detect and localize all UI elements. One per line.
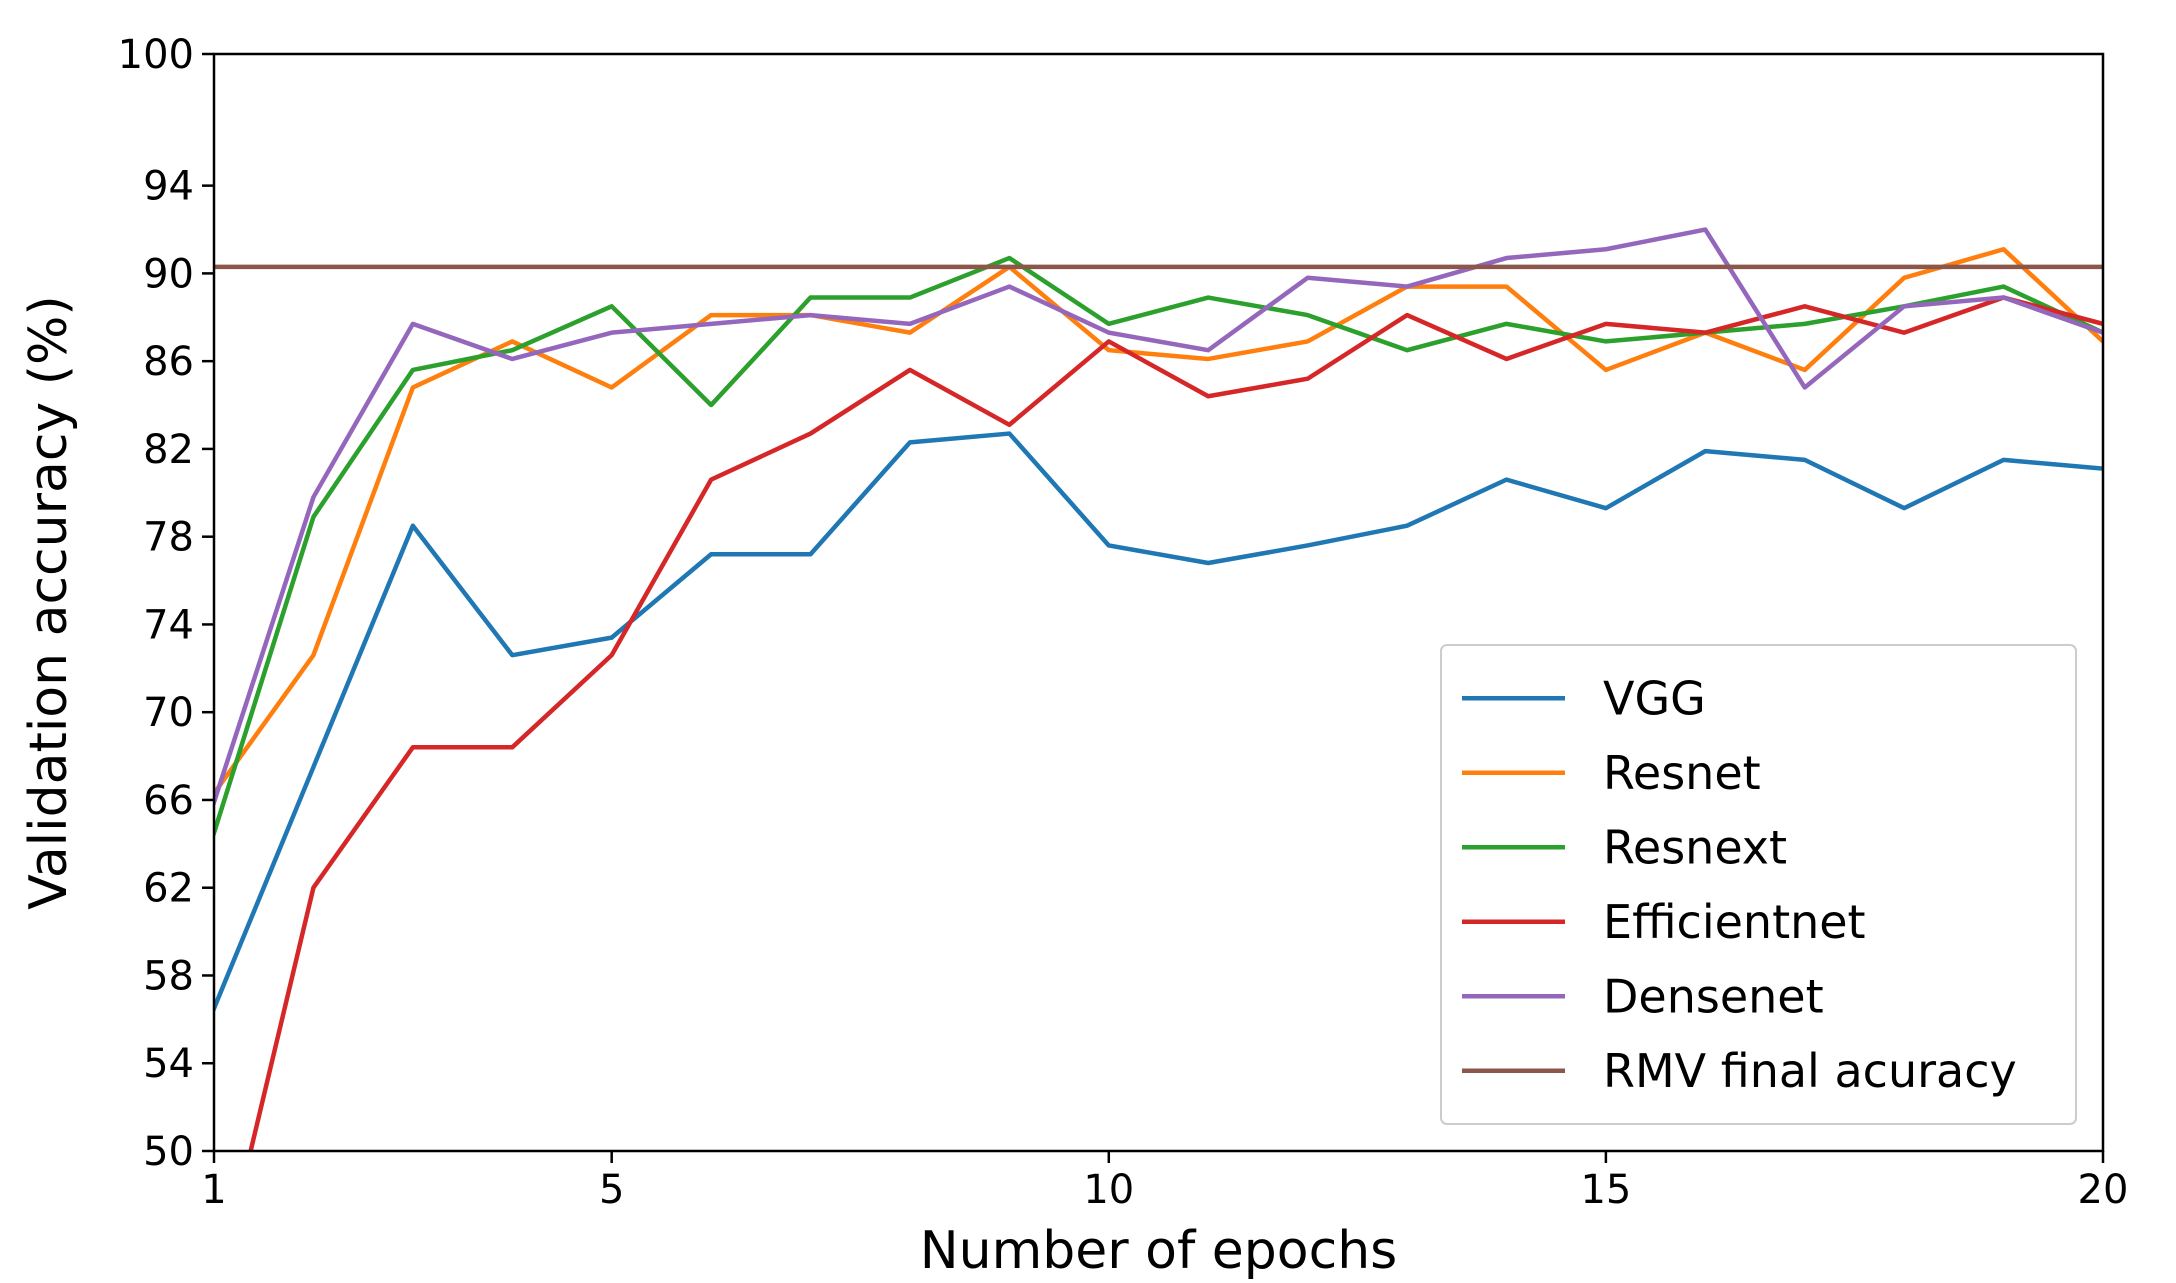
x-tick-label: 15 — [1580, 1167, 1631, 1213]
legend-box — [1440, 644, 2077, 1125]
y-axis: 50 54 58 62 66 70 74 78 82 86 90 94 100 — [118, 32, 214, 1175]
y-tick-label: 62 — [143, 866, 194, 912]
x-tick-label: 5 — [599, 1167, 624, 1213]
x-tick-label: 20 — [2078, 1167, 2129, 1213]
x-axis: 1 5 10 15 20 — [201, 1151, 2128, 1213]
y-tick-label: 74 — [143, 602, 194, 648]
legend: VGG Resnet Resnext Efficientnet Densenet RMV … — [1440, 644, 2077, 1125]
y-tick-label: 94 — [143, 164, 194, 210]
series-line-resnext — [214, 255, 2103, 836]
series-line-efficientnet — [248, 295, 2103, 1151]
y-tick-label: 66 — [143, 778, 194, 824]
series-line-vgg — [214, 431, 2103, 1012]
legend-label: Resnext — [1603, 820, 1787, 874]
series-layer — [214, 227, 2103, 1151]
y-tick-label: 86 — [143, 339, 194, 385]
y-tick-label: 82 — [143, 427, 194, 473]
x-tick-label: 1 — [201, 1167, 226, 1213]
x-axis-title: Number of epochs — [920, 1221, 1398, 1281]
y-tick-label: 78 — [143, 515, 194, 561]
legend-label: VGG — [1603, 671, 1706, 725]
y-tick-label: 50 — [143, 1129, 194, 1175]
y-tick-label: 100 — [118, 32, 194, 78]
y-tick-label: 70 — [143, 690, 194, 736]
y-tick-label: 54 — [143, 1041, 194, 1087]
y-tick-label: 58 — [143, 953, 194, 999]
series-line-densenet — [214, 227, 2103, 805]
legend-label: Densenet — [1603, 969, 1824, 1023]
y-tick-label: 90 — [143, 251, 194, 297]
legend-label: RMV final acuracy — [1603, 1044, 2017, 1098]
x-tick-label: 10 — [1083, 1167, 1134, 1213]
legend-label: Efficientnet — [1603, 895, 1866, 949]
legend-label: Resnet — [1603, 746, 1761, 800]
y-axis-title: Validation accuracy (%) — [19, 295, 79, 909]
plot-frame — [212, 52, 2105, 1153]
